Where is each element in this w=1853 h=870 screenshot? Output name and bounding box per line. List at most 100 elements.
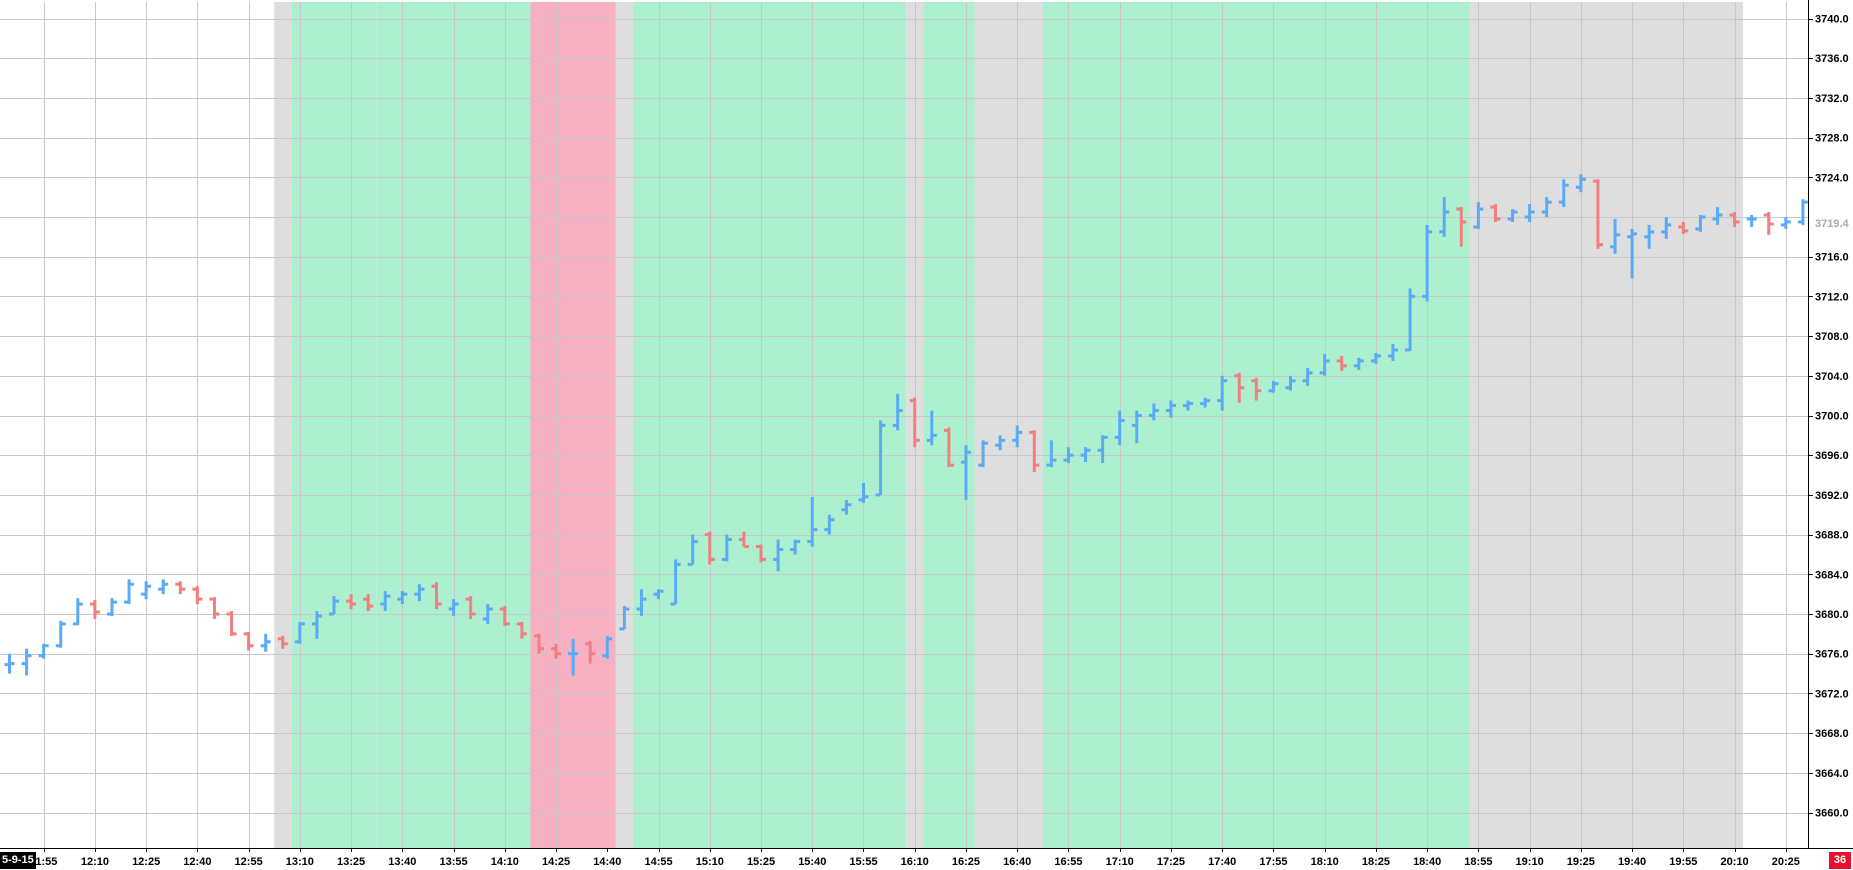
- zone-gray: [615, 2, 633, 848]
- ohlc-bar: [909, 397, 920, 448]
- ohlc-bar: [721, 534, 732, 562]
- ohlc-bar: [1370, 352, 1381, 364]
- zone-green: [376, 2, 531, 848]
- ohlc-bar: [141, 581, 152, 600]
- price-tick-label: 3724.0: [1815, 172, 1849, 184]
- zone-gray: [274, 2, 292, 848]
- ohlc-bar: [226, 611, 237, 636]
- time-tick-label: 18:40: [1413, 856, 1441, 868]
- ohlc-bar: [1183, 400, 1194, 411]
- time-tick-label: 19:25: [1567, 856, 1595, 868]
- ohlc-bar: [243, 631, 254, 651]
- price-tick-label: 3708.0: [1815, 331, 1849, 343]
- ohlc-bar: [260, 633, 271, 652]
- time-tick-label: 20:25: [1772, 856, 1800, 868]
- ohlc-bar: [1234, 372, 1245, 403]
- ohlc-bar: [1456, 207, 1467, 247]
- ohlc-bar: [1422, 224, 1433, 302]
- ohlc-bar: [1507, 209, 1518, 222]
- time-tick-label: 13:25: [337, 856, 365, 868]
- ohlc-bar: [1439, 197, 1450, 237]
- time-tick-label: 15:40: [798, 856, 826, 868]
- ohlc-bar: [1575, 174, 1586, 193]
- ohlc-bar: [1302, 367, 1313, 386]
- ohlc-bar: [1387, 344, 1398, 361]
- ohlc-bar: [482, 604, 493, 624]
- time-tick-label: 14:10: [491, 856, 519, 868]
- time-tick-label: 19:55: [1669, 856, 1697, 868]
- ohlc-bar: [670, 559, 681, 606]
- ohlc-bar: [1661, 217, 1672, 239]
- ohlc-bar: [790, 539, 801, 555]
- time-axis-bg: [0, 848, 1853, 870]
- ohlc-bar: [824, 514, 835, 535]
- ohlc-bar: [1268, 380, 1279, 393]
- ohlc-bar: [431, 582, 442, 610]
- zone-green: [291, 2, 377, 848]
- ohlc-bar: [1780, 217, 1791, 229]
- price-tick-label: 3660.0: [1815, 808, 1849, 820]
- price-tick-label: 3672.0: [1815, 688, 1849, 700]
- price-tick-label: 3664.0: [1815, 768, 1849, 780]
- time-tick-label: 16:55: [1054, 856, 1082, 868]
- zone-gray: [1469, 2, 1744, 848]
- time-tick-label: 17:25: [1157, 856, 1185, 868]
- time-tick-label: 19:40: [1618, 856, 1646, 868]
- zone-gray: [974, 2, 1043, 848]
- ohlc-bar: [1029, 430, 1040, 473]
- ohlc-bar: [1165, 400, 1176, 418]
- ohlc-bar: [960, 445, 971, 500]
- ohlc-bar: [551, 643, 562, 659]
- time-tick-label: 13:10: [286, 856, 314, 868]
- ohlc-bar: [1627, 228, 1638, 279]
- ohlc-bar: [1592, 179, 1603, 249]
- ohlc-bar: [124, 579, 135, 605]
- price-tick-label: 3736.0: [1815, 53, 1849, 65]
- ohlc-bar: [1217, 375, 1228, 411]
- ohlc-bar: [1473, 202, 1484, 229]
- ohlc-bar: [636, 589, 647, 616]
- ohlc-bar: [1353, 357, 1364, 370]
- time-tick-label: 18:10: [1311, 856, 1339, 868]
- time-tick-label: 19:10: [1516, 856, 1544, 868]
- ohlc-bar: [294, 621, 305, 644]
- time-tick-label: 13:55: [440, 856, 468, 868]
- ohlc-bar: [1148, 403, 1159, 421]
- time-tick-label: 12:25: [132, 856, 160, 868]
- ohlc-bar: [1746, 215, 1757, 227]
- time-tick-label: 20:10: [1721, 856, 1749, 868]
- session-zones: [274, 2, 1744, 848]
- zone-green: [632, 2, 907, 848]
- price-tick-label: 3676.0: [1815, 649, 1849, 661]
- ohlc-bar: [1490, 204, 1501, 222]
- ohlc-bar: [1063, 447, 1074, 464]
- time-tick-label: 17:55: [1259, 856, 1287, 868]
- time-tick-label: 18:25: [1362, 856, 1390, 868]
- time-tick-label: 11:55: [30, 856, 58, 868]
- price-tick-label: 3728.0: [1815, 133, 1849, 145]
- ohlc-bar: [1046, 440, 1057, 468]
- ohlc-bar: [807, 496, 818, 547]
- ohlc-bar: [1012, 425, 1023, 448]
- ohlc-bar: [4, 653, 15, 674]
- ohlc-bar: [1763, 212, 1774, 235]
- date-badge: 5-9-15: [0, 852, 36, 869]
- price-tick-label: 3684.0: [1815, 569, 1849, 581]
- ohlc-bar: [756, 544, 767, 563]
- ohlc-bar: [414, 584, 425, 602]
- ohlc-bar: [465, 596, 476, 619]
- price-tick-label: 3696.0: [1815, 450, 1849, 462]
- price-tick-label: 3712.0: [1815, 291, 1849, 303]
- ohlc-bar: [1695, 215, 1706, 232]
- grid: [0, 2, 1808, 848]
- time-tick-label: 16:40: [1003, 856, 1031, 868]
- time-tick-label: 12:10: [81, 856, 109, 868]
- ohlc-bar: [329, 596, 340, 616]
- ohlc-bar: [1558, 179, 1569, 208]
- ohlc-bar: [1097, 435, 1108, 464]
- ohlc-bar: [21, 648, 32, 676]
- ohlc-bar: [704, 531, 715, 565]
- ohlc-bar: [380, 591, 391, 612]
